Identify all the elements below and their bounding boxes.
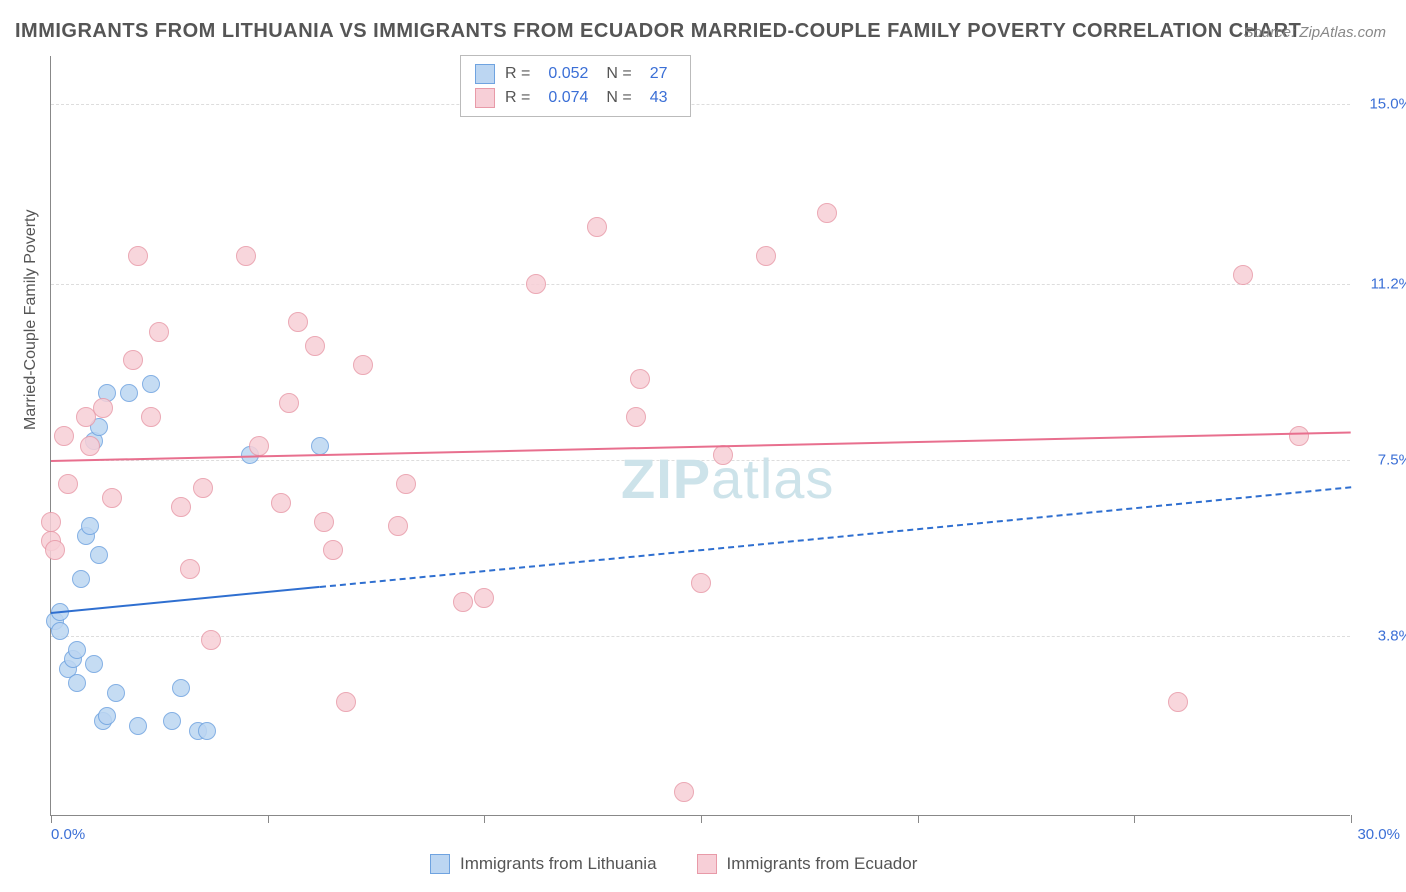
scatter-point [68, 641, 86, 659]
legend-item-ecuador: Immigrants from Ecuador [697, 854, 918, 874]
scatter-point [1289, 426, 1309, 446]
scatter-point [93, 398, 113, 418]
scatter-point [129, 717, 147, 735]
scatter-point [674, 782, 694, 802]
scatter-point [323, 540, 343, 560]
scatter-point [1233, 265, 1253, 285]
y-tick-label: 3.8% [1378, 627, 1406, 644]
legend-series: Immigrants from Lithuania Immigrants fro… [430, 854, 917, 874]
legend-label: Immigrants from Lithuania [460, 854, 657, 874]
scatter-point [141, 407, 161, 427]
r-label: R = [505, 65, 530, 83]
scatter-point [85, 655, 103, 673]
scatter-point [68, 674, 86, 692]
scatter-point [80, 436, 100, 456]
scatter-point [193, 478, 213, 498]
scatter-point [474, 588, 494, 608]
scatter-point [45, 540, 65, 560]
y-tick-label: 15.0% [1369, 95, 1406, 112]
n-label: N = [606, 89, 631, 107]
scatter-point [51, 622, 69, 640]
scatter-point [279, 393, 299, 413]
n-value-1: 43 [650, 89, 668, 107]
scatter-point [142, 375, 160, 393]
r-value-0: 0.052 [548, 65, 588, 83]
scatter-point [314, 512, 334, 532]
n-label: N = [606, 65, 631, 83]
x-tick-min: 0.0% [51, 826, 85, 843]
scatter-point [102, 488, 122, 508]
trend-line-extrapolated [320, 486, 1352, 588]
scatter-point [128, 246, 148, 266]
scatter-point [123, 350, 143, 370]
scatter-point [163, 712, 181, 730]
scatter-point [98, 707, 116, 725]
x-tick-mark [1351, 815, 1352, 823]
scatter-point [288, 312, 308, 332]
gridline [51, 284, 1350, 285]
scatter-point [305, 336, 325, 356]
gridline [51, 636, 1350, 637]
scatter-point [817, 203, 837, 223]
x-tick-mark [918, 815, 919, 823]
scatter-point [72, 570, 90, 588]
x-tick-mark [268, 815, 269, 823]
y-axis-label: Married-Couple Family Poverty [22, 209, 40, 430]
scatter-point [149, 322, 169, 342]
scatter-point [353, 355, 373, 375]
scatter-point [201, 630, 221, 650]
x-tick-mark [1134, 815, 1135, 823]
source-label: Source: ZipAtlas.com [1243, 24, 1386, 41]
scatter-point [1168, 692, 1188, 712]
scatter-point [54, 426, 74, 446]
legend-stats-row-1: R = 0.074 N = 43 [475, 86, 676, 110]
scatter-point [526, 274, 546, 294]
scatter-point [58, 474, 78, 494]
x-tick-mark [484, 815, 485, 823]
legend-stats: R = 0.052 N = 27 R = 0.074 N = 43 [460, 55, 691, 117]
r-label: R = [505, 89, 530, 107]
scatter-point [396, 474, 416, 494]
chart-title: IMMIGRANTS FROM LITHUANIA VS IMMIGRANTS … [15, 20, 1301, 43]
scatter-point [336, 692, 356, 712]
legend-label: Immigrants from Ecuador [727, 854, 918, 874]
scatter-point [388, 516, 408, 536]
trend-line [51, 586, 320, 614]
scatter-point [249, 436, 269, 456]
scatter-point [236, 246, 256, 266]
gridline [51, 104, 1350, 105]
scatter-point [630, 369, 650, 389]
scatter-point [271, 493, 291, 513]
scatter-point [81, 517, 99, 535]
x-tick-max: 30.0% [1357, 826, 1400, 843]
n-value-0: 27 [650, 65, 668, 83]
scatter-point [180, 559, 200, 579]
legend-swatch-lithuania [475, 64, 495, 84]
legend-swatch-lithuania [430, 854, 450, 874]
legend-item-lithuania: Immigrants from Lithuania [430, 854, 657, 874]
legend-swatch-ecuador [475, 88, 495, 108]
scatter-point [172, 679, 190, 697]
scatter-point [120, 384, 138, 402]
scatter-point [41, 512, 61, 532]
scatter-point [626, 407, 646, 427]
scatter-point [756, 246, 776, 266]
y-tick-label: 7.5% [1378, 451, 1406, 468]
scatter-point [198, 722, 216, 740]
x-tick-mark [51, 815, 52, 823]
r-value-1: 0.074 [548, 89, 588, 107]
scatter-point [90, 546, 108, 564]
chart-plot-area: ZIPatlas 0.0% 30.0% 3.8%7.5%11.2%15.0% [50, 56, 1350, 816]
scatter-point [453, 592, 473, 612]
scatter-point [691, 573, 711, 593]
scatter-point [171, 497, 191, 517]
x-tick-mark [701, 815, 702, 823]
legend-swatch-ecuador [697, 854, 717, 874]
scatter-point [713, 445, 733, 465]
legend-stats-row-0: R = 0.052 N = 27 [475, 62, 676, 86]
scatter-point [107, 684, 125, 702]
scatter-point [587, 217, 607, 237]
y-tick-label: 11.2% [1371, 276, 1406, 293]
scatter-point [311, 437, 329, 455]
